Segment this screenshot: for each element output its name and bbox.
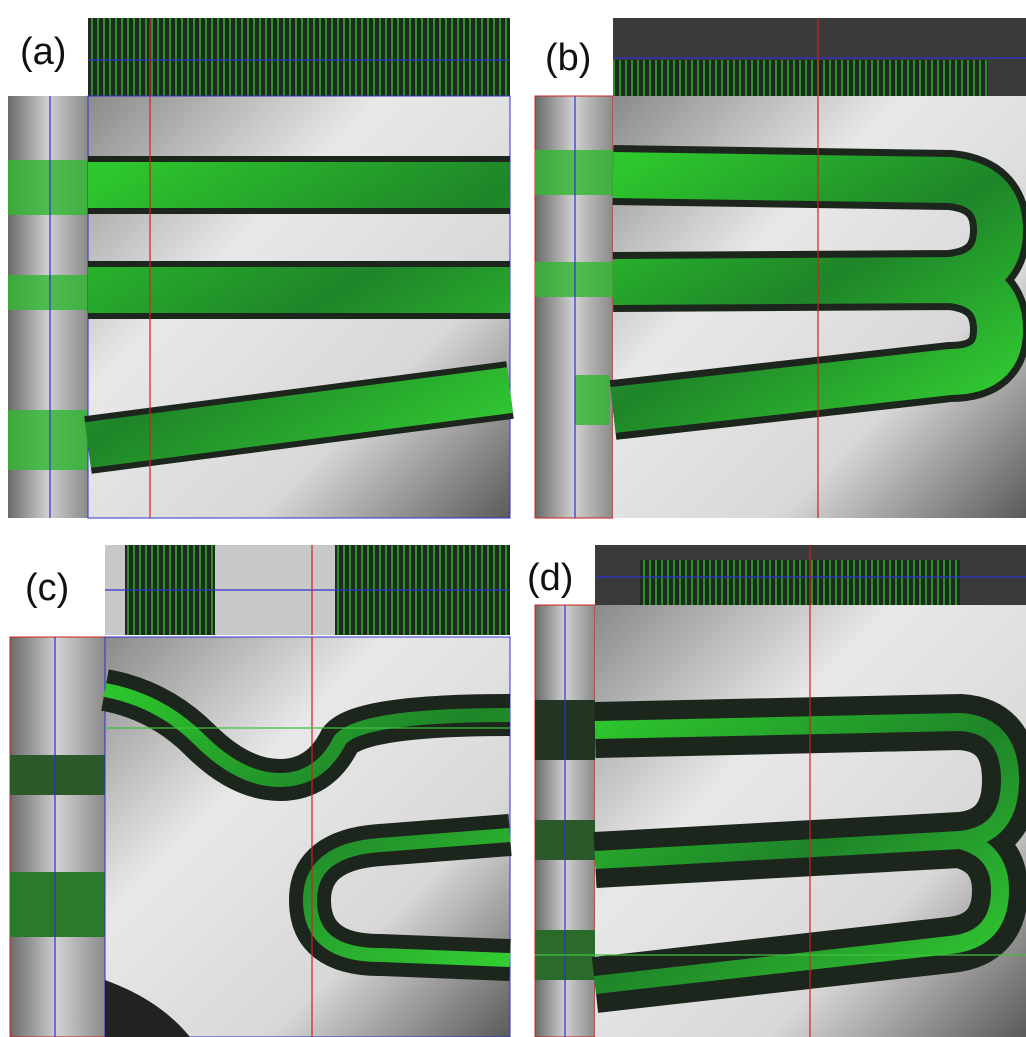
channel-section [8, 410, 88, 470]
channel-section [8, 160, 88, 215]
top-projection [88, 18, 510, 96]
figure: (a) (b) (c) (d) [0, 0, 1026, 1037]
channel-section [535, 150, 613, 195]
panel-label: (b) [545, 37, 591, 79]
panel-label: (d) [527, 557, 573, 599]
channel-section [10, 755, 105, 795]
channel-section [10, 872, 105, 937]
panel-a: (a) [8, 18, 510, 518]
channel-section [8, 275, 88, 310]
panel-label: (c) [25, 567, 69, 609]
panel-b: (b) [535, 18, 1026, 518]
panel-label: (a) [20, 31, 66, 73]
channel-section [535, 262, 613, 297]
top-projection-signal [613, 60, 988, 96]
side-projection [10, 637, 105, 1037]
channel-section [575, 375, 610, 425]
top-projection-signal [640, 560, 960, 605]
panel-d: (d) [527, 545, 1026, 1037]
panel-c: (c) [10, 545, 510, 1037]
